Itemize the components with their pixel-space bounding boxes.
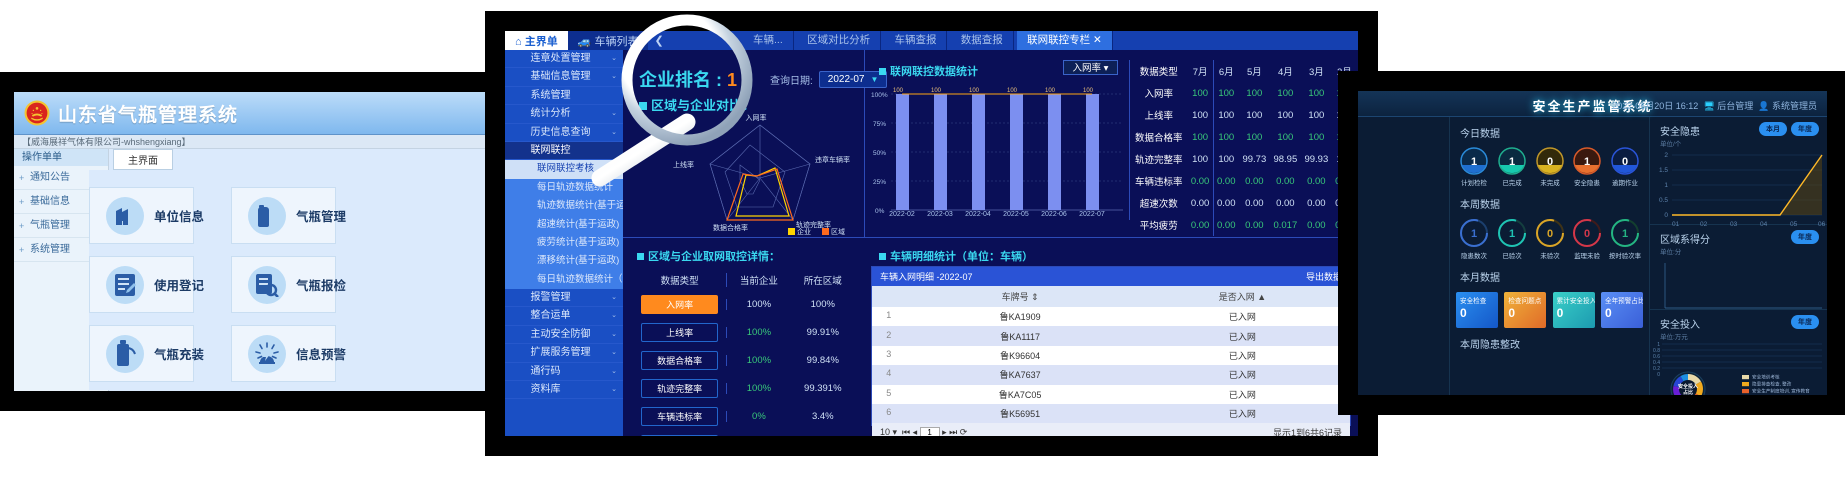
- svg-text:1: 1: [1584, 156, 1590, 168]
- svg-text:1.5: 1.5: [1659, 167, 1668, 174]
- svg-text:100: 100: [893, 88, 904, 94]
- svg-text:0: 0: [1546, 156, 1552, 168]
- svg-text:1: 1: [1471, 228, 1477, 240]
- svg-text:2: 2: [1664, 152, 1668, 159]
- svg-text:100: 100: [1045, 88, 1056, 94]
- svg-text:1: 1: [1622, 228, 1628, 240]
- svg-text:2022-04: 2022-04: [965, 211, 991, 218]
- svg-text:100: 100: [1083, 88, 1094, 94]
- svg-text:100: 100: [931, 88, 942, 94]
- svg-text:1: 1: [1471, 156, 1477, 168]
- svg-text:1: 1: [1664, 182, 1668, 189]
- svg-text:区域: 区域: [831, 227, 845, 236]
- svg-text:企业: 企业: [797, 227, 811, 236]
- svg-text:2022-05: 2022-05: [1003, 211, 1029, 218]
- svg-text:2022-02: 2022-02: [889, 211, 915, 218]
- svg-text:0: 0: [1584, 228, 1590, 240]
- svg-text:轨迹完整率: 轨迹完整率: [796, 220, 831, 229]
- svg-text:占比: 占比: [1683, 389, 1693, 395]
- svg-text:违章车辆率: 违章车辆率: [815, 155, 850, 164]
- svg-text:0.5: 0.5: [1659, 197, 1668, 204]
- svg-text:上线率: 上线率: [673, 160, 694, 169]
- svg-text:75%: 75%: [873, 121, 886, 128]
- svg-text:入网率: 入网率: [746, 113, 767, 122]
- svg-text:数据合格率: 数据合格率: [713, 223, 748, 232]
- svg-text:隐患排查检查, 整改: 隐患排查检查, 整改: [1752, 381, 1792, 388]
- svg-text:2022-03: 2022-03: [927, 211, 953, 218]
- svg-text:0: 0: [1622, 156, 1628, 168]
- svg-text:安全生产制度培训, 宣传教育: 安全生产制度培训, 宣传教育: [1752, 388, 1810, 395]
- svg-text:2022-07: 2022-07: [1079, 211, 1105, 218]
- svg-text:100: 100: [969, 88, 980, 94]
- svg-text:50%: 50%: [873, 150, 886, 157]
- svg-text:应急预案演练培训: 应急预案演练培训: [1752, 395, 1789, 396]
- svg-text:0%: 0%: [875, 208, 885, 215]
- svg-text:2022-06: 2022-06: [1041, 211, 1067, 218]
- svg-text:100: 100: [1007, 88, 1018, 94]
- svg-text:25%: 25%: [873, 179, 886, 186]
- svg-text:安全培训考核: 安全培训考核: [1752, 374, 1780, 381]
- svg-text:安全投入: 安全投入: [1678, 383, 1698, 390]
- svg-text:1: 1: [1509, 156, 1515, 168]
- svg-text:100%: 100%: [871, 92, 888, 99]
- svg-text:0: 0: [1657, 372, 1660, 378]
- svg-text:0: 0: [1664, 212, 1668, 219]
- svg-text:1: 1: [1509, 228, 1515, 240]
- svg-text:0: 0: [1546, 228, 1552, 240]
